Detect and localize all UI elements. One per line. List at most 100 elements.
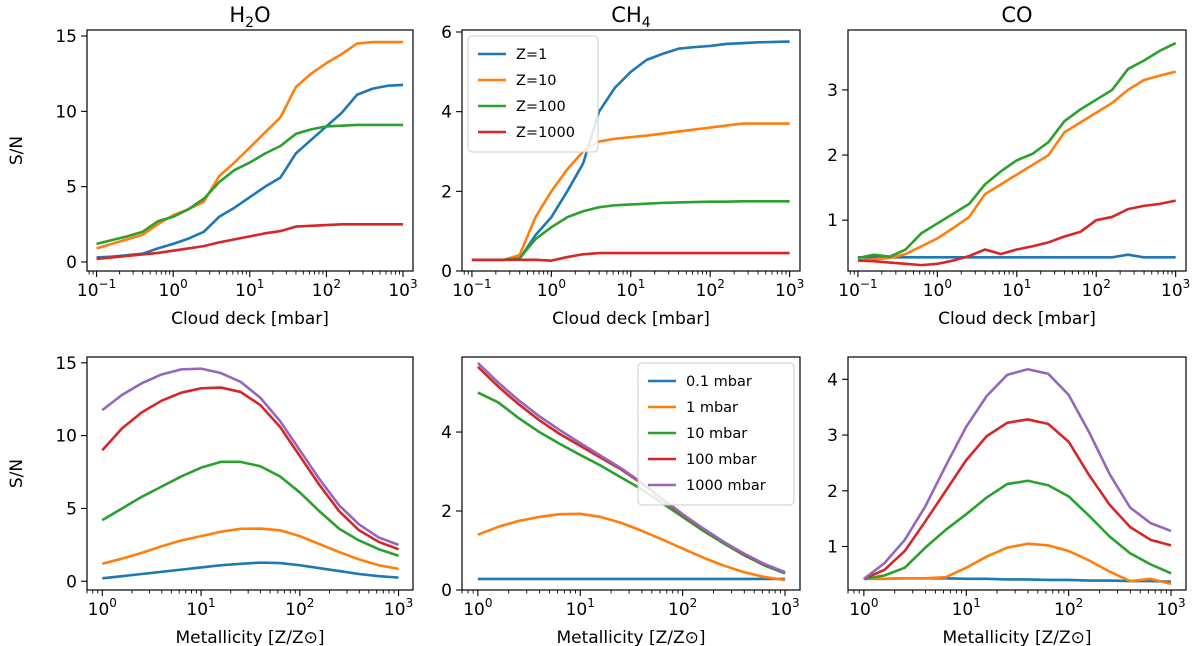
y-tick-label: 5 (66, 499, 77, 519)
y-tick-label: 2 (827, 146, 838, 166)
x-axis-label: Cloud deck [mbar] (938, 309, 1096, 329)
y-tick-label: 3 (827, 426, 838, 446)
chart-panel-4: 100 101 102 103 0 5 10 15 Metallicity [Z/Z⊙] S/N (7, 354, 414, 646)
y-tick-label: 4 (441, 423, 452, 443)
x-tick-label: 103 (388, 277, 417, 301)
series-line-z-1000 (96, 223, 404, 261)
legend-entry: 1000 mbar (686, 478, 766, 494)
series-line-z-1000 (471, 251, 790, 262)
x-tick-label: 100 (88, 596, 117, 620)
y-tick-label: 3 (827, 81, 838, 101)
legend-box (637, 362, 795, 506)
legend-entry: Z=10 (516, 73, 557, 89)
x-tick-label: 100 (159, 277, 188, 301)
x-tick-label: 102 (285, 596, 314, 620)
y-tick-label: 0 (441, 581, 452, 601)
x-tick-label: 101 (952, 596, 981, 620)
panel-title: CO (1001, 3, 1032, 27)
series-line-1-mbar (477, 512, 786, 582)
x-tick-label: 103 (1161, 277, 1190, 301)
y-tick-label: 10 (55, 427, 77, 447)
series-line-10-mbar (101, 460, 399, 558)
y-tick-label: 1 (827, 211, 838, 231)
x-tick-label: 102 (1082, 277, 1111, 301)
y-tick-label: 6 (441, 23, 452, 43)
x-tick-label: 100 (849, 596, 878, 620)
x-tick-label: 101 (616, 277, 645, 301)
series-line-z-100 (857, 41, 1177, 260)
series-line-z-10 (96, 40, 404, 250)
axes-frame (847, 356, 1187, 591)
x-tick-label: 102 (312, 277, 341, 301)
series-line-z-1000 (857, 199, 1176, 267)
y-tick-label: 4 (827, 370, 838, 390)
x-tick-label: 102 (668, 596, 697, 620)
legend: Z=1 Z=10 Z=100 Z=1000 (467, 35, 599, 153)
series-line-1-mbar (863, 542, 1172, 586)
series-line-z-10 (857, 70, 1176, 262)
x-tick-label: 101 (566, 596, 595, 620)
series-line-1-mbar (101, 527, 399, 571)
x-tick-label: 10−1 (838, 277, 877, 301)
y-axis-label: S/N (7, 136, 27, 165)
x-tick-label: 103 (1156, 596, 1185, 620)
chart-panel-1: 10−1 100 101 102 103 0 5 10 15 Cloud deck [mbar] S… (7, 3, 418, 329)
series-line-z-1 (96, 83, 404, 259)
series-line-z-10 (471, 122, 790, 262)
x-tick-label: 101 (186, 596, 215, 620)
y-tick-label: 5 (66, 178, 77, 198)
x-tick-label: 101 (1002, 277, 1031, 301)
panel-title: CH4 (611, 3, 650, 31)
x-tick-label: 100 (463, 596, 492, 620)
x-axis-label: Cloud deck [mbar] (171, 309, 329, 329)
legend-entry: 100 mbar (686, 452, 756, 468)
series-line-10-mbar (863, 479, 1172, 581)
y-tick-label: 0 (66, 572, 77, 592)
x-axis-label: Cloud deck [mbar] (552, 309, 710, 329)
x-tick-label: 10−1 (452, 277, 491, 301)
chart-panel-6: 100 101 102 103 1 2 3 4 Metallicity [Z/Z⊙] (827, 356, 1187, 646)
series-line-1000-mbar (101, 367, 400, 547)
x-tick-label: 103 (775, 277, 804, 301)
x-axis-label: Metallicity [Z/Z⊙] (942, 628, 1091, 646)
x-tick-label: 103 (770, 596, 799, 620)
legend-entry: Z=1 (516, 47, 547, 63)
axes-frame (86, 356, 414, 591)
x-tick-label: 100 (537, 277, 566, 301)
y-tick-label: 1 (827, 538, 838, 558)
y-tick-label: 2 (441, 182, 452, 202)
x-axis-label: Metallicity [Z/Z⊙] (556, 628, 705, 646)
x-tick-label: 100 (923, 277, 952, 301)
y-tick-label: 0 (441, 262, 452, 282)
series-line-100-mbar (101, 386, 400, 551)
y-tick-label: 2 (441, 502, 452, 522)
series-line-z-100 (471, 199, 790, 262)
legend-entry: Z=1000 (516, 125, 575, 141)
legend-entry: 1 mbar (686, 400, 738, 416)
x-tick-label: 101 (235, 277, 264, 301)
chart-panel-5: 100 101 102 103 0 2 4 Metallicity [Z/Z⊙] 0.1 mba… (441, 356, 801, 646)
legend-entry: 10 mbar (686, 426, 747, 442)
legend-entry: 0.1 mbar (686, 374, 752, 390)
x-tick-label: 102 (1054, 596, 1083, 620)
y-tick-label: 2 (827, 482, 838, 502)
y-tick-label: 15 (55, 27, 77, 47)
x-tick-label: 103 (384, 596, 413, 620)
series-line-z-100 (96, 123, 404, 246)
series-line-1000-mbar (476, 361, 786, 574)
legend: 0.1 mbar 1 mbar 10 mbar 100 mbar 1000 mbar (637, 362, 795, 506)
y-tick-label: 15 (55, 354, 77, 374)
legend-box (467, 35, 599, 153)
chart-panel-2: 10−1 100 101 102 103 0 2 4 6 Cloud deck [mbar] CH4… (441, 3, 804, 329)
y-axis-label: S/N (7, 459, 27, 488)
chart-panel-3: 10−1 100 101 102 103 1 2 3 Cloud deck [mbar] CO (827, 3, 1190, 329)
axes-frame (461, 356, 801, 591)
x-tick-label: 10−1 (77, 277, 116, 301)
x-axis-label: Metallicity [Z/Z⊙] (175, 628, 324, 646)
series-line-0-1-mbar (102, 561, 399, 580)
x-tick-label: 102 (696, 277, 725, 301)
legend-entry: Z=100 (516, 99, 566, 115)
series-line-100-mbar (863, 418, 1172, 581)
y-tick-label: 0 (66, 253, 77, 273)
